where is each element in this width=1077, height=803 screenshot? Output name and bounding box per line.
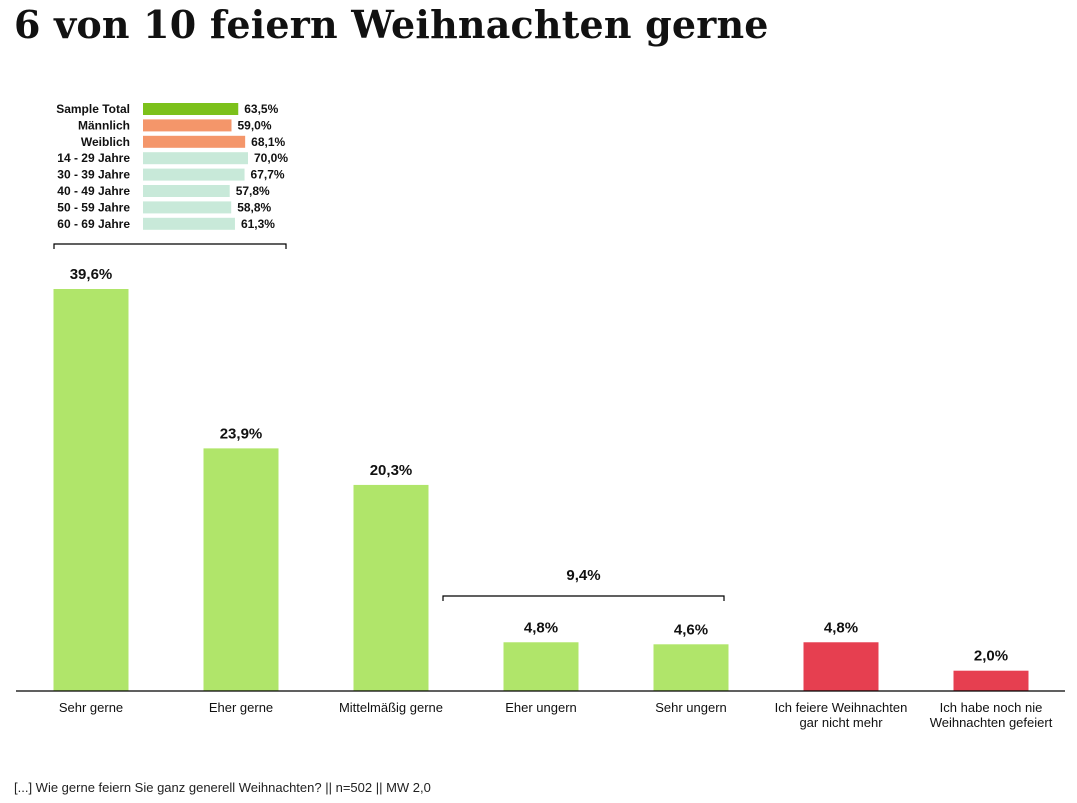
bar-ich-habe-noch-nie-weihnachten-gefeiert	[953, 670, 1029, 691]
breakdown-bracket	[53, 243, 287, 249]
page-title: 6 von 10 feiern Weihnachten gerne	[14, 2, 769, 47]
breakdown-value-sample-total: 63,5%	[244, 102, 278, 116]
footnote: [...] Wie gerne feiern Sie ganz generell…	[14, 780, 431, 795]
category-label-sehr-ungern: Sehr ungern	[655, 700, 727, 715]
breakdown-bar-50-59-jahre	[143, 201, 232, 214]
breakdown-label-30-39-jahre: 30 - 39 Jahre	[57, 168, 130, 182]
main-category-labels: Sehr gerne Eher gerne Mittelmäßig gerne Ehe…	[59, 700, 1053, 730]
breakdown-bar-sample-total	[143, 103, 239, 115]
value-label-eher-ungern: 4,8%	[524, 619, 558, 636]
group-annotations: 9,4%	[442, 567, 725, 601]
category-label-mittelmäßig-gerne: Mittelmäßig gerne	[339, 700, 443, 715]
breakdown-label-weiblich: Weiblich	[81, 135, 130, 149]
breakdown-value-labels: 63,5% 59,0% 68,1% 70,0% 67,7% 57,8% 58,8% 61,3%	[236, 102, 289, 231]
value-label-sehr-gerne: 39,6%	[70, 266, 113, 283]
breakdown-label-40-49-jahre: 40 - 49 Jahre	[57, 184, 130, 198]
category-label-eher-gerne: Eher gerne	[209, 700, 273, 715]
value-label-ich-habe-noch-nie-weihnachten-gefeiert: 2,0%	[974, 648, 1008, 665]
breakdown-label-50-59-jahre: 50 - 59 Jahre	[57, 200, 130, 214]
bar-chart: 39,6% 23,9% 20,3% 4,8% 4,6% 4,8% 2,0% Sehr ger…	[16, 102, 1065, 730]
breakdown-value-40-49-jahre: 57,8%	[236, 184, 270, 198]
breakdown-value-14-29-jahre: 70,0%	[254, 151, 288, 165]
breakdown-value-30-39-jahre: 67,7%	[251, 168, 285, 182]
breakdown-bar-männlich	[143, 119, 232, 132]
annotation-label: 9,4%	[566, 567, 600, 584]
main-value-labels: 39,6% 23,9% 20,3% 4,8% 4,6% 4,8% 2,0%	[70, 266, 1008, 665]
breakdown-bar-40-49-jahre	[143, 185, 230, 197]
breakdown-chart: Sample Total Männlich Weiblich 14 - 29 Jahr…	[53, 102, 289, 249]
bar-sehr-ungern	[653, 644, 729, 691]
breakdown-value-männlich: 59,0%	[238, 118, 272, 132]
breakdown-value-60-69-jahre: 61,3%	[241, 217, 275, 231]
breakdown-label-60-69-jahre: 60 - 69 Jahre	[57, 217, 130, 231]
category-label-eher-ungern: Eher ungern	[505, 700, 577, 715]
breakdown-bar-14-29-jahre	[143, 152, 248, 165]
value-label-ich-feiere-weihnachten-gar-nicht-mehr: 4,8%	[824, 619, 858, 636]
bar-ich-feiere-weihnachten-gar-nicht-mehr	[803, 642, 879, 691]
breakdown-bar-30-39-jahre	[143, 168, 245, 181]
category-label-ich-feiere-weihnachten-gar-nicht-mehr: Ich feiere Weihnachten gar nicht mehr	[775, 700, 908, 730]
bar-eher-ungern	[503, 642, 579, 691]
breakdown-bars	[143, 103, 248, 230]
breakdown-bar-60-69-jahre	[143, 217, 235, 230]
value-label-sehr-ungern: 4,6%	[674, 621, 708, 638]
bar-mittelmäßig-gerne	[353, 484, 429, 691]
category-label-ich-habe-noch-nie-weihnachten-gefeiert: Ich habe noch nie Weihnachten gefeiert	[930, 700, 1053, 730]
breakdown-label-sample-total: Sample Total	[56, 102, 130, 116]
bar-eher-gerne	[203, 448, 279, 691]
main-bar-series	[53, 289, 1029, 691]
breakdown-value-50-59-jahre: 58,8%	[237, 200, 271, 214]
annotation-bracket	[442, 595, 725, 601]
breakdown-label-männlich: Männlich	[78, 118, 130, 132]
breakdown-category-labels: Sample Total Männlich Weiblich 14 - 29 Jahr…	[56, 102, 130, 231]
category-label-sehr-gerne: Sehr gerne	[59, 700, 123, 715]
breakdown-bar-weiblich	[143, 135, 246, 148]
bar-sehr-gerne	[53, 289, 129, 691]
breakdown-label-14-29-jahre: 14 - 29 Jahre	[57, 151, 130, 165]
breakdown-value-weiblich: 68,1%	[251, 135, 285, 149]
value-label-mittelmäßig-gerne: 20,3%	[370, 462, 413, 479]
value-label-eher-gerne: 23,9%	[220, 425, 263, 442]
